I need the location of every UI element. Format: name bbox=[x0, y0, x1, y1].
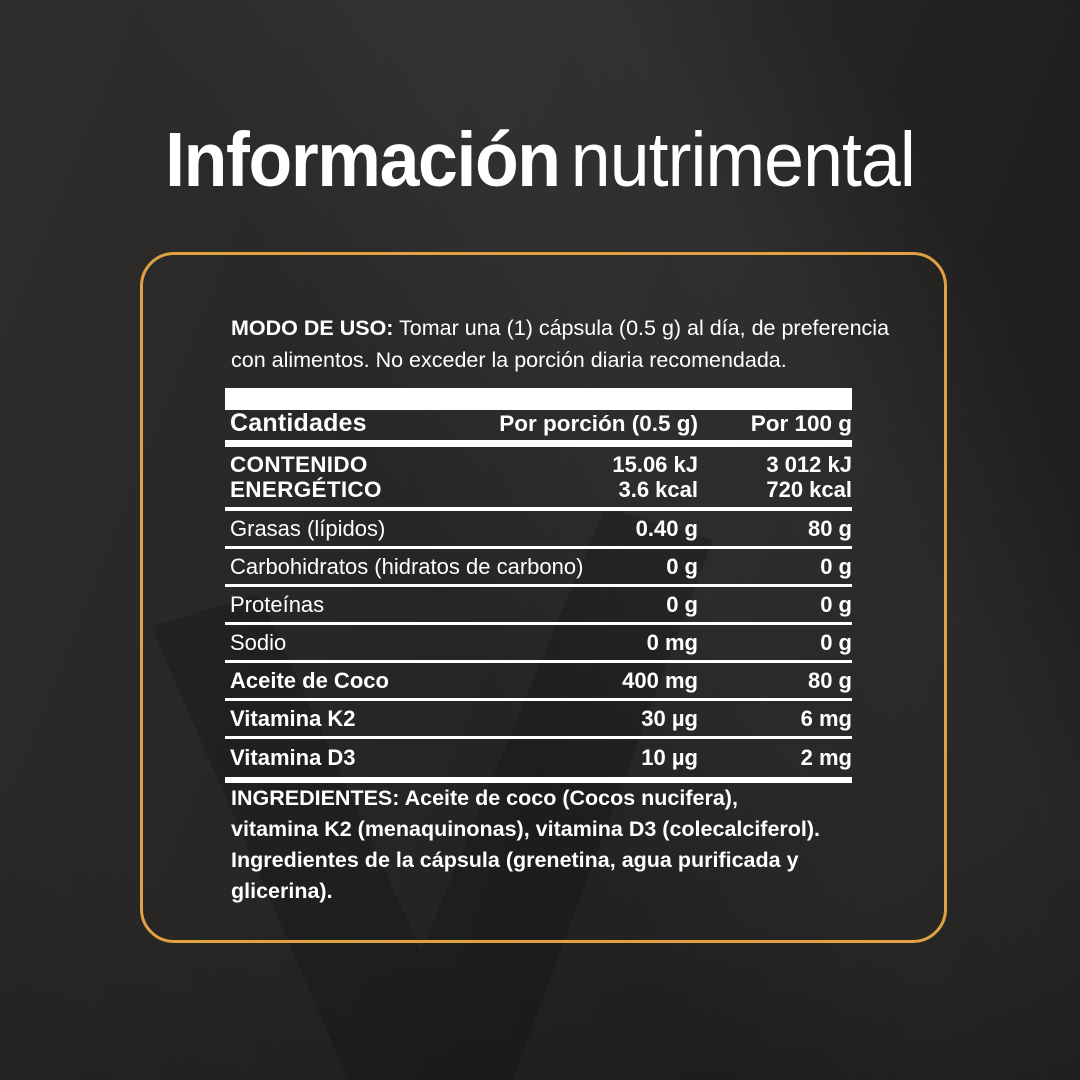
value-per-portion: 400 mg bbox=[622, 667, 698, 693]
value-per-portion: 0 mg bbox=[646, 629, 698, 655]
row-label-line-2: ENERGÉTICO bbox=[230, 477, 382, 502]
row-label: Grasas (lípidos) bbox=[230, 515, 386, 541]
header-quantities: Cantidades bbox=[230, 409, 367, 437]
value-per-100g: 3 012 kJ 720 kcal bbox=[766, 452, 852, 502]
value-per-portion: 0.40 g bbox=[635, 515, 698, 541]
value-per-100g: 80 g bbox=[807, 667, 852, 693]
value-per-100g: 0 g bbox=[820, 591, 852, 617]
row-label: Proteínas bbox=[230, 591, 325, 617]
title-bold-part: Información bbox=[165, 117, 561, 203]
ingredients-line-4: glicerina). bbox=[231, 879, 333, 903]
info-panel bbox=[140, 252, 947, 943]
table-row-vitamina-d3: Vitamina D3 10 µg 2 mg bbox=[225, 739, 852, 783]
table-row-sodio: Sodio 0 mg 0 g bbox=[225, 625, 852, 663]
ingredients-line-3: Ingredientes de la cápsula (grenetina, a… bbox=[231, 848, 799, 872]
usage-instructions: MODO DE USO: Tomar una (1) cápsula (0.5 … bbox=[231, 312, 889, 376]
header-per-100g: Por 100 g bbox=[750, 411, 852, 436]
page-title: Información nutrimental bbox=[38, 122, 1042, 199]
table-header-row: Cantidades Por porción (0.5 g) Por 100 g bbox=[225, 409, 852, 447]
value-per-100g: 0 g bbox=[820, 553, 852, 579]
row-label: Sodio bbox=[230, 629, 287, 655]
usage-line-1-text: Tomar una (1) cápsula (0.5 g) al día, de… bbox=[393, 316, 890, 340]
table-row-aceite-de-coco: Aceite de Coco 400 mg 80 g bbox=[225, 663, 852, 701]
table-row-contenido-energetico: CONTENIDO ENERGÉTICO 15.06 kJ 3.6 kcal 3… bbox=[225, 447, 852, 511]
ingredients-line-1: INGREDIENTES: Aceite de coco (Cocos nuci… bbox=[231, 786, 738, 810]
table-top-bar bbox=[225, 388, 852, 410]
usage-line-2: con alimentos. No exceder la porción dia… bbox=[231, 348, 787, 372]
title-light-part: nutrimental bbox=[570, 117, 916, 203]
table-row-proteinas: Proteínas 0 g 0 g bbox=[225, 587, 852, 625]
ingredients-paragraph: INGREDIENTES: Aceite de coco (Cocos nuci… bbox=[231, 783, 820, 907]
value-per-portion: 0 g bbox=[666, 553, 698, 579]
value-per-100g: 2 mg bbox=[800, 745, 852, 770]
value-per-100g: 80 g bbox=[807, 515, 852, 541]
row-label: Vitamina K2 bbox=[230, 705, 356, 731]
value-per-100g: 6 mg bbox=[800, 705, 852, 731]
ingredients-line-2: vitamina K2 (menaquinonas), vitamina D3 … bbox=[231, 817, 821, 841]
value-per-100g: 0 g bbox=[820, 629, 852, 655]
value-per-portion: 30 µg bbox=[641, 705, 698, 731]
row-label: Vitamina D3 bbox=[230, 745, 356, 770]
table-row-carbohidratos: Carbohidratos (hidratos de carbono) 0 g … bbox=[225, 549, 852, 587]
row-label: CONTENIDO ENERGÉTICO bbox=[225, 452, 382, 502]
row-label: Carbohidratos (hidratos de carbono) bbox=[230, 553, 584, 579]
header-per-portion: Por porción (0.5 g) bbox=[499, 411, 698, 436]
table-row-grasas: Grasas (lípidos) 0.40 g 80 g bbox=[225, 511, 852, 549]
usage-label: MODO DE USO: bbox=[231, 316, 394, 340]
row-label: Aceite de Coco bbox=[230, 667, 389, 693]
energy-portion-kcal: 3.6 kcal bbox=[618, 477, 698, 502]
row-label-line-1: CONTENIDO bbox=[230, 452, 368, 477]
value-per-portion: 0 g bbox=[666, 591, 698, 617]
energy-portion-kj: 15.06 kJ bbox=[612, 452, 698, 477]
value-per-portion: 10 µg bbox=[641, 745, 698, 770]
energy-per100-kcal: 720 kcal bbox=[766, 477, 852, 502]
table-row-vitamina-k2: Vitamina K2 30 µg 6 mg bbox=[225, 701, 852, 739]
energy-per100-kj: 3 012 kJ bbox=[766, 452, 852, 477]
nutrition-table: Cantidades Por porción (0.5 g) Por 100 g… bbox=[225, 388, 852, 783]
value-per-portion: 15.06 kJ 3.6 kcal bbox=[612, 452, 698, 502]
usage-line-1: MODO DE USO: Tomar una (1) cápsula (0.5 … bbox=[231, 312, 889, 344]
